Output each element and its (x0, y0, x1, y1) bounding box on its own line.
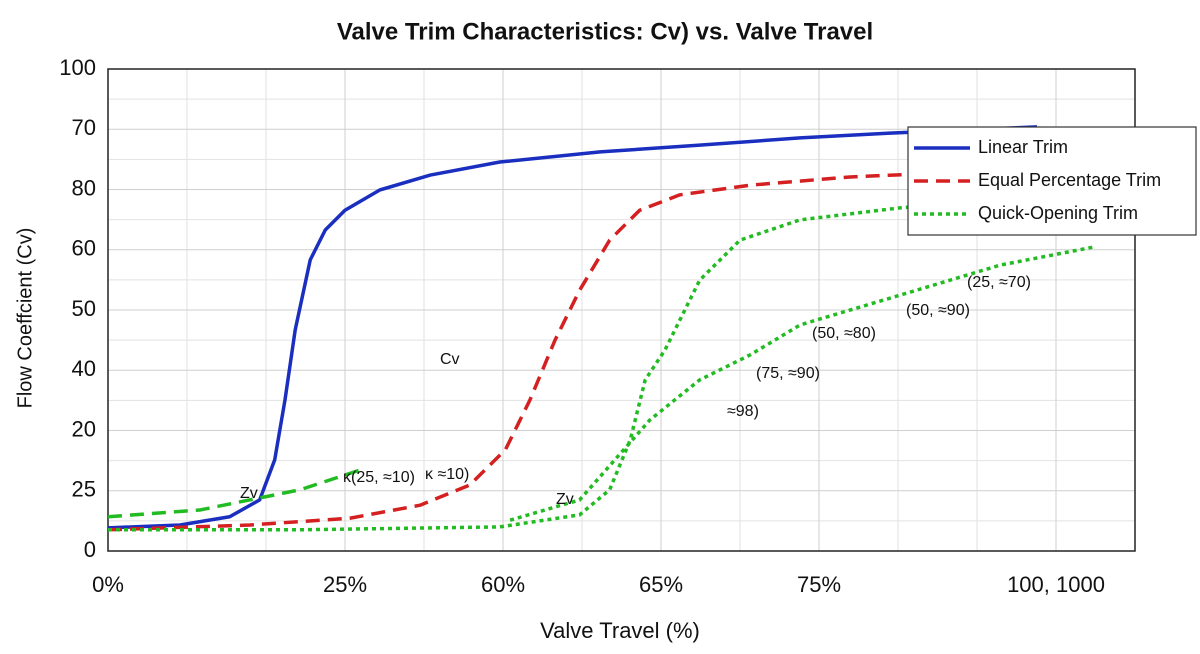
x-tick-label: 60% (481, 572, 525, 597)
series-line (107, 170, 960, 532)
y-tick-label: 80 (72, 175, 96, 200)
annotation: (75, ≈90) (756, 365, 820, 382)
plot-frame (107, 68, 1136, 552)
x-axis-label: Valve Travel (%) (540, 618, 700, 643)
y-tick-label: 50 (72, 296, 96, 321)
x-tick-label: 25% (323, 572, 367, 597)
x-tick-label: 75% (797, 572, 841, 597)
y-tick-label: 0 (84, 537, 96, 562)
annotation: ĸ ≈10) (425, 466, 469, 483)
annotation: Zv (556, 491, 574, 508)
annotation: (50, ≈90) (906, 302, 970, 319)
annotation: Cv (440, 351, 460, 368)
chart-title: Valve Trim Characteristics: Cv) vs. Valv… (337, 18, 873, 45)
y-tick-label: 25 (72, 477, 96, 502)
annotation: ≈98) (727, 403, 759, 420)
series-line (107, 468, 361, 519)
y-tick-label: 100 (59, 55, 96, 80)
annotation: (25, ≈70) (967, 274, 1031, 291)
series-line (509, 245, 1096, 522)
y-tick-label: 20 (72, 416, 96, 441)
y-axis-label: Flow Coeffcient (Cv) (14, 228, 36, 409)
legend-label: Quick-Opening Trim (978, 203, 1138, 223)
annotation: Zv (240, 485, 258, 502)
y-tick-label: 60 (72, 236, 96, 261)
y-tick-label: 40 (72, 356, 96, 381)
x-tick-label: 65% (639, 572, 683, 597)
legend-label: Linear Trim (978, 137, 1068, 157)
legend-box (907, 126, 1197, 236)
series-line (107, 125, 1038, 530)
series-line (108, 201, 960, 532)
annotation: (50, ≈80) (812, 325, 876, 342)
x-tick-label: 100, 1000 (1007, 572, 1105, 597)
legend-label: Equal Percentage Trim (978, 170, 1161, 190)
y-tick-label: 70 (72, 115, 96, 140)
x-tick-label: 0% (92, 572, 124, 597)
annotation: ĸ(25, ≈10) (343, 469, 415, 486)
